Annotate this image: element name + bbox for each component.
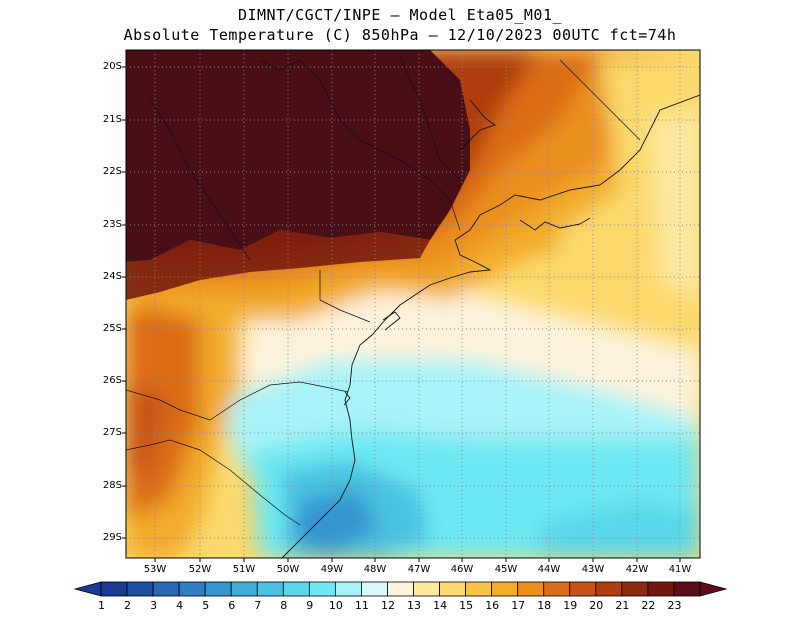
lon-label: 50W	[276, 564, 300, 575]
axis-ticks	[122, 66, 681, 562]
lon-label: 42W	[625, 564, 649, 575]
coastline	[281, 94, 700, 558]
lon-label: 49W	[320, 564, 344, 575]
colorbar-tick-label: 14	[433, 599, 448, 612]
colorbar-box	[465, 581, 493, 597]
colorbar-tick-label: 5	[202, 599, 210, 612]
colorbar-box	[100, 581, 128, 597]
colorbar-box	[152, 581, 180, 597]
lat-label: 23S	[102, 219, 122, 230]
colorbar-tick-label: 15	[459, 599, 474, 612]
colorbar-box	[595, 581, 623, 597]
lat-label: 29S	[102, 532, 122, 543]
title-line-2: Absolute Temperature (C) 850hPa – 12/10/…	[123, 26, 677, 44]
lon-label: 44W	[537, 564, 561, 575]
colorbar-tick-label: 10	[328, 599, 343, 612]
state-borders	[126, 54, 641, 526]
colorbar-tick-label: 19	[563, 599, 578, 612]
lon-label: 48W	[363, 564, 387, 575]
colorbar-tick-label: 6	[228, 599, 236, 612]
colorbar-tick-label: 3	[150, 599, 158, 612]
colorbar-tick-label: 1	[98, 599, 105, 612]
colorbar-box	[647, 581, 675, 597]
colorbar-box	[621, 581, 649, 597]
colorbar-tick-label: 2	[124, 599, 131, 612]
graticule	[126, 50, 700, 558]
lon-label: 51W	[232, 564, 256, 575]
colorbar-tick-label: 11	[354, 599, 369, 612]
colorbar-box	[308, 581, 336, 597]
colorbar-box	[413, 581, 440, 597]
colorbar-tick-label: 8	[280, 599, 288, 612]
colorbar-tick-label: 9	[306, 599, 314, 612]
lon-label: 52W	[188, 564, 212, 575]
colorbar-box	[517, 581, 545, 597]
colorbar-box	[361, 581, 388, 597]
lat-label: 20S	[102, 61, 122, 72]
colorbar-tick-label: 4	[176, 599, 184, 612]
lat-label: 22S	[102, 166, 122, 177]
lat-label: 26S	[102, 375, 122, 386]
colorbar-tick-label: 13	[407, 599, 421, 612]
lat-label: 27S	[102, 427, 122, 438]
colorbar-box	[334, 581, 362, 597]
colorbar-boxes	[100, 581, 701, 597]
colorbar-box	[543, 581, 571, 597]
lon-label: 43W	[581, 564, 605, 575]
colorbar-tick-label: 22	[641, 599, 656, 612]
colorbar-left-arrow	[73, 581, 102, 597]
colorbar-box	[673, 581, 701, 597]
title-line-1: DIMNT/CGCT/INPE – Model Eta05_M01_	[237, 6, 563, 24]
lon-label: 47W	[407, 564, 431, 575]
lat-label: 21S	[102, 114, 122, 125]
colorbar-right-arrow	[699, 581, 728, 597]
colorbar-box	[256, 581, 284, 597]
lat-label: 28S	[102, 480, 122, 491]
lon-label: 41W	[668, 564, 692, 575]
colorbar-box	[178, 581, 206, 597]
colorbar-box	[387, 581, 414, 597]
colorbar-tick-label: 17	[511, 599, 526, 612]
colorbar-tick-label: 23	[667, 599, 682, 612]
lon-label: 45W	[494, 564, 518, 575]
colorbar-box	[204, 581, 232, 597]
colorbar-box	[230, 581, 258, 597]
map-frame	[125, 49, 701, 559]
colorbar-tick-label: 20	[589, 599, 604, 612]
colorbar	[73, 581, 728, 597]
lat-label: 24S	[102, 271, 122, 282]
colorbar-box	[569, 581, 597, 597]
colorbar-box	[282, 581, 310, 597]
colorbar-tick-label: 18	[537, 599, 552, 612]
colorbar-tick-label: 12	[381, 599, 395, 612]
colorbar-box	[439, 581, 467, 597]
colorbar-box	[126, 581, 154, 597]
lon-label: 46W	[450, 564, 474, 575]
colorbar-tick-label: 16	[485, 599, 500, 612]
colorbar-box	[491, 581, 519, 597]
lat-label: 25S	[102, 323, 122, 334]
lon-label: 53W	[143, 564, 167, 575]
temperature-field	[126, 50, 700, 558]
colorbar-tick-label: 21	[615, 599, 630, 612]
colorbar-tick-label: 7	[254, 599, 262, 612]
